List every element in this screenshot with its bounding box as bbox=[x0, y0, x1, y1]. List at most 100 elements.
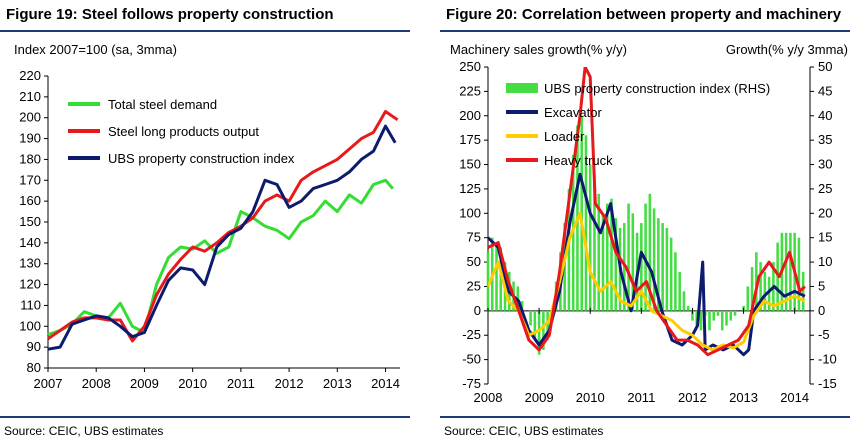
x-tick-label: 2010 bbox=[576, 390, 605, 405]
bar bbox=[652, 208, 656, 311]
y-tick-label: 100 bbox=[459, 205, 481, 220]
y-tick-label-right: -5 bbox=[818, 327, 830, 342]
figure-19-panel: Figure 19: Steel follows property constr… bbox=[0, 0, 420, 441]
y-tick-label: 175 bbox=[459, 132, 481, 147]
bar bbox=[495, 242, 498, 311]
bar bbox=[725, 310, 728, 326]
y-tick-label-right: 35 bbox=[818, 132, 832, 147]
figure-20-chart: Machinery sales growth(% y/y) Growth(% y/… bbox=[450, 42, 848, 405]
bar bbox=[657, 218, 660, 311]
title-rule bbox=[440, 30, 850, 32]
bar bbox=[669, 237, 673, 311]
bar bbox=[712, 310, 716, 321]
y-tick-label-right: 0 bbox=[818, 303, 825, 318]
x-tick-label: 2012 bbox=[275, 376, 304, 391]
y-tick-label-right: 50 bbox=[818, 59, 832, 74]
y-tick-label: 75 bbox=[467, 230, 481, 245]
bar bbox=[486, 252, 490, 311]
figure-20-source: Source: CEIC, UBS estimates bbox=[444, 424, 604, 438]
y-tick-label: 160 bbox=[19, 193, 41, 208]
y-tick-label: 210 bbox=[19, 89, 41, 104]
figure-19-title: Figure 19: Steel follows property constr… bbox=[6, 6, 334, 23]
y-tick-label-right: 25 bbox=[818, 181, 832, 196]
bar bbox=[797, 237, 801, 311]
legend-label: Loader bbox=[544, 129, 585, 144]
source-rule bbox=[440, 416, 850, 418]
title-rule bbox=[0, 30, 410, 32]
y-tick-label: 190 bbox=[19, 131, 41, 146]
bar bbox=[640, 223, 643, 311]
bar bbox=[593, 174, 596, 311]
series-line bbox=[47, 110, 399, 343]
bar bbox=[720, 310, 724, 331]
x-tick-label: 2009 bbox=[525, 390, 554, 405]
y-tick-label: 150 bbox=[459, 157, 481, 172]
bar bbox=[542, 310, 545, 350]
y-tick-label: 200 bbox=[459, 108, 481, 123]
y-tick-label: 170 bbox=[19, 172, 41, 187]
bar bbox=[678, 271, 681, 311]
y-tick-label-right: -15 bbox=[818, 376, 837, 391]
figure-20-title: Figure 20: Correlation between property … bbox=[446, 6, 842, 23]
series-line bbox=[488, 67, 806, 357]
bar bbox=[627, 203, 630, 311]
bar bbox=[661, 223, 664, 311]
x-tick-label: 2010 bbox=[178, 376, 207, 391]
bar bbox=[789, 232, 792, 311]
y-tick-label: 140 bbox=[19, 235, 41, 250]
x-tick-label: 2011 bbox=[627, 390, 655, 405]
y-tick-label-right: 5 bbox=[818, 278, 825, 293]
y-axis-title: Index 2007=100 (sa, 3mma) bbox=[14, 42, 177, 57]
bar bbox=[750, 266, 754, 311]
y-tick-label: 100 bbox=[19, 318, 41, 333]
y-tick-label-right: -10 bbox=[818, 352, 837, 367]
y-tick-label: 180 bbox=[19, 151, 41, 166]
bar bbox=[708, 310, 711, 331]
bar bbox=[529, 310, 532, 326]
bar bbox=[665, 227, 669, 311]
bar bbox=[686, 305, 690, 311]
bar bbox=[784, 232, 788, 311]
legend-label: Steel long products output bbox=[108, 124, 259, 139]
bar bbox=[601, 213, 605, 311]
y-tick-label-right: 15 bbox=[818, 230, 832, 245]
y-tick-label: -25 bbox=[462, 327, 481, 342]
series-line bbox=[47, 124, 397, 351]
bar bbox=[733, 310, 737, 316]
y-tick-label: 150 bbox=[19, 214, 41, 229]
y-tick-label-right: 45 bbox=[818, 83, 832, 98]
bar bbox=[691, 310, 694, 321]
y-tick-label: 225 bbox=[459, 83, 481, 98]
bar bbox=[801, 271, 805, 311]
bar bbox=[648, 193, 652, 311]
series-line bbox=[488, 172, 806, 357]
series-line bbox=[488, 211, 806, 352]
bar bbox=[759, 262, 762, 311]
y-tick-label: 25 bbox=[467, 278, 481, 293]
bar bbox=[755, 252, 758, 311]
x-tick-label: 2013 bbox=[729, 390, 758, 405]
x-tick-label: 2012 bbox=[678, 390, 707, 405]
bar bbox=[584, 135, 588, 311]
x-tick-label: 2007 bbox=[34, 376, 63, 391]
y-tick-label: 50 bbox=[467, 254, 481, 269]
bar bbox=[763, 271, 767, 311]
y-tick-label-right: 20 bbox=[818, 205, 832, 220]
y-tick-label: 125 bbox=[459, 181, 481, 196]
bar bbox=[533, 310, 537, 341]
bar bbox=[674, 252, 677, 311]
bar bbox=[580, 115, 583, 311]
figure-19-source: Source: CEIC, UBS estimates bbox=[4, 424, 164, 438]
y-axis-title-left: Machinery sales growth(% y/y) bbox=[450, 42, 627, 57]
x-tick-label: 2009 bbox=[130, 376, 159, 391]
bar bbox=[597, 193, 601, 311]
bar bbox=[682, 291, 686, 311]
bar bbox=[767, 276, 771, 311]
bar bbox=[631, 213, 635, 311]
y-axis-title-right: Growth(% y/y 3mma) bbox=[726, 42, 848, 57]
legend-label: UBS property construction index (RHS) bbox=[544, 81, 770, 96]
bar bbox=[567, 188, 571, 311]
x-tick-label: 2008 bbox=[82, 376, 111, 391]
y-tick-label: 120 bbox=[19, 277, 41, 292]
bar bbox=[520, 301, 524, 311]
